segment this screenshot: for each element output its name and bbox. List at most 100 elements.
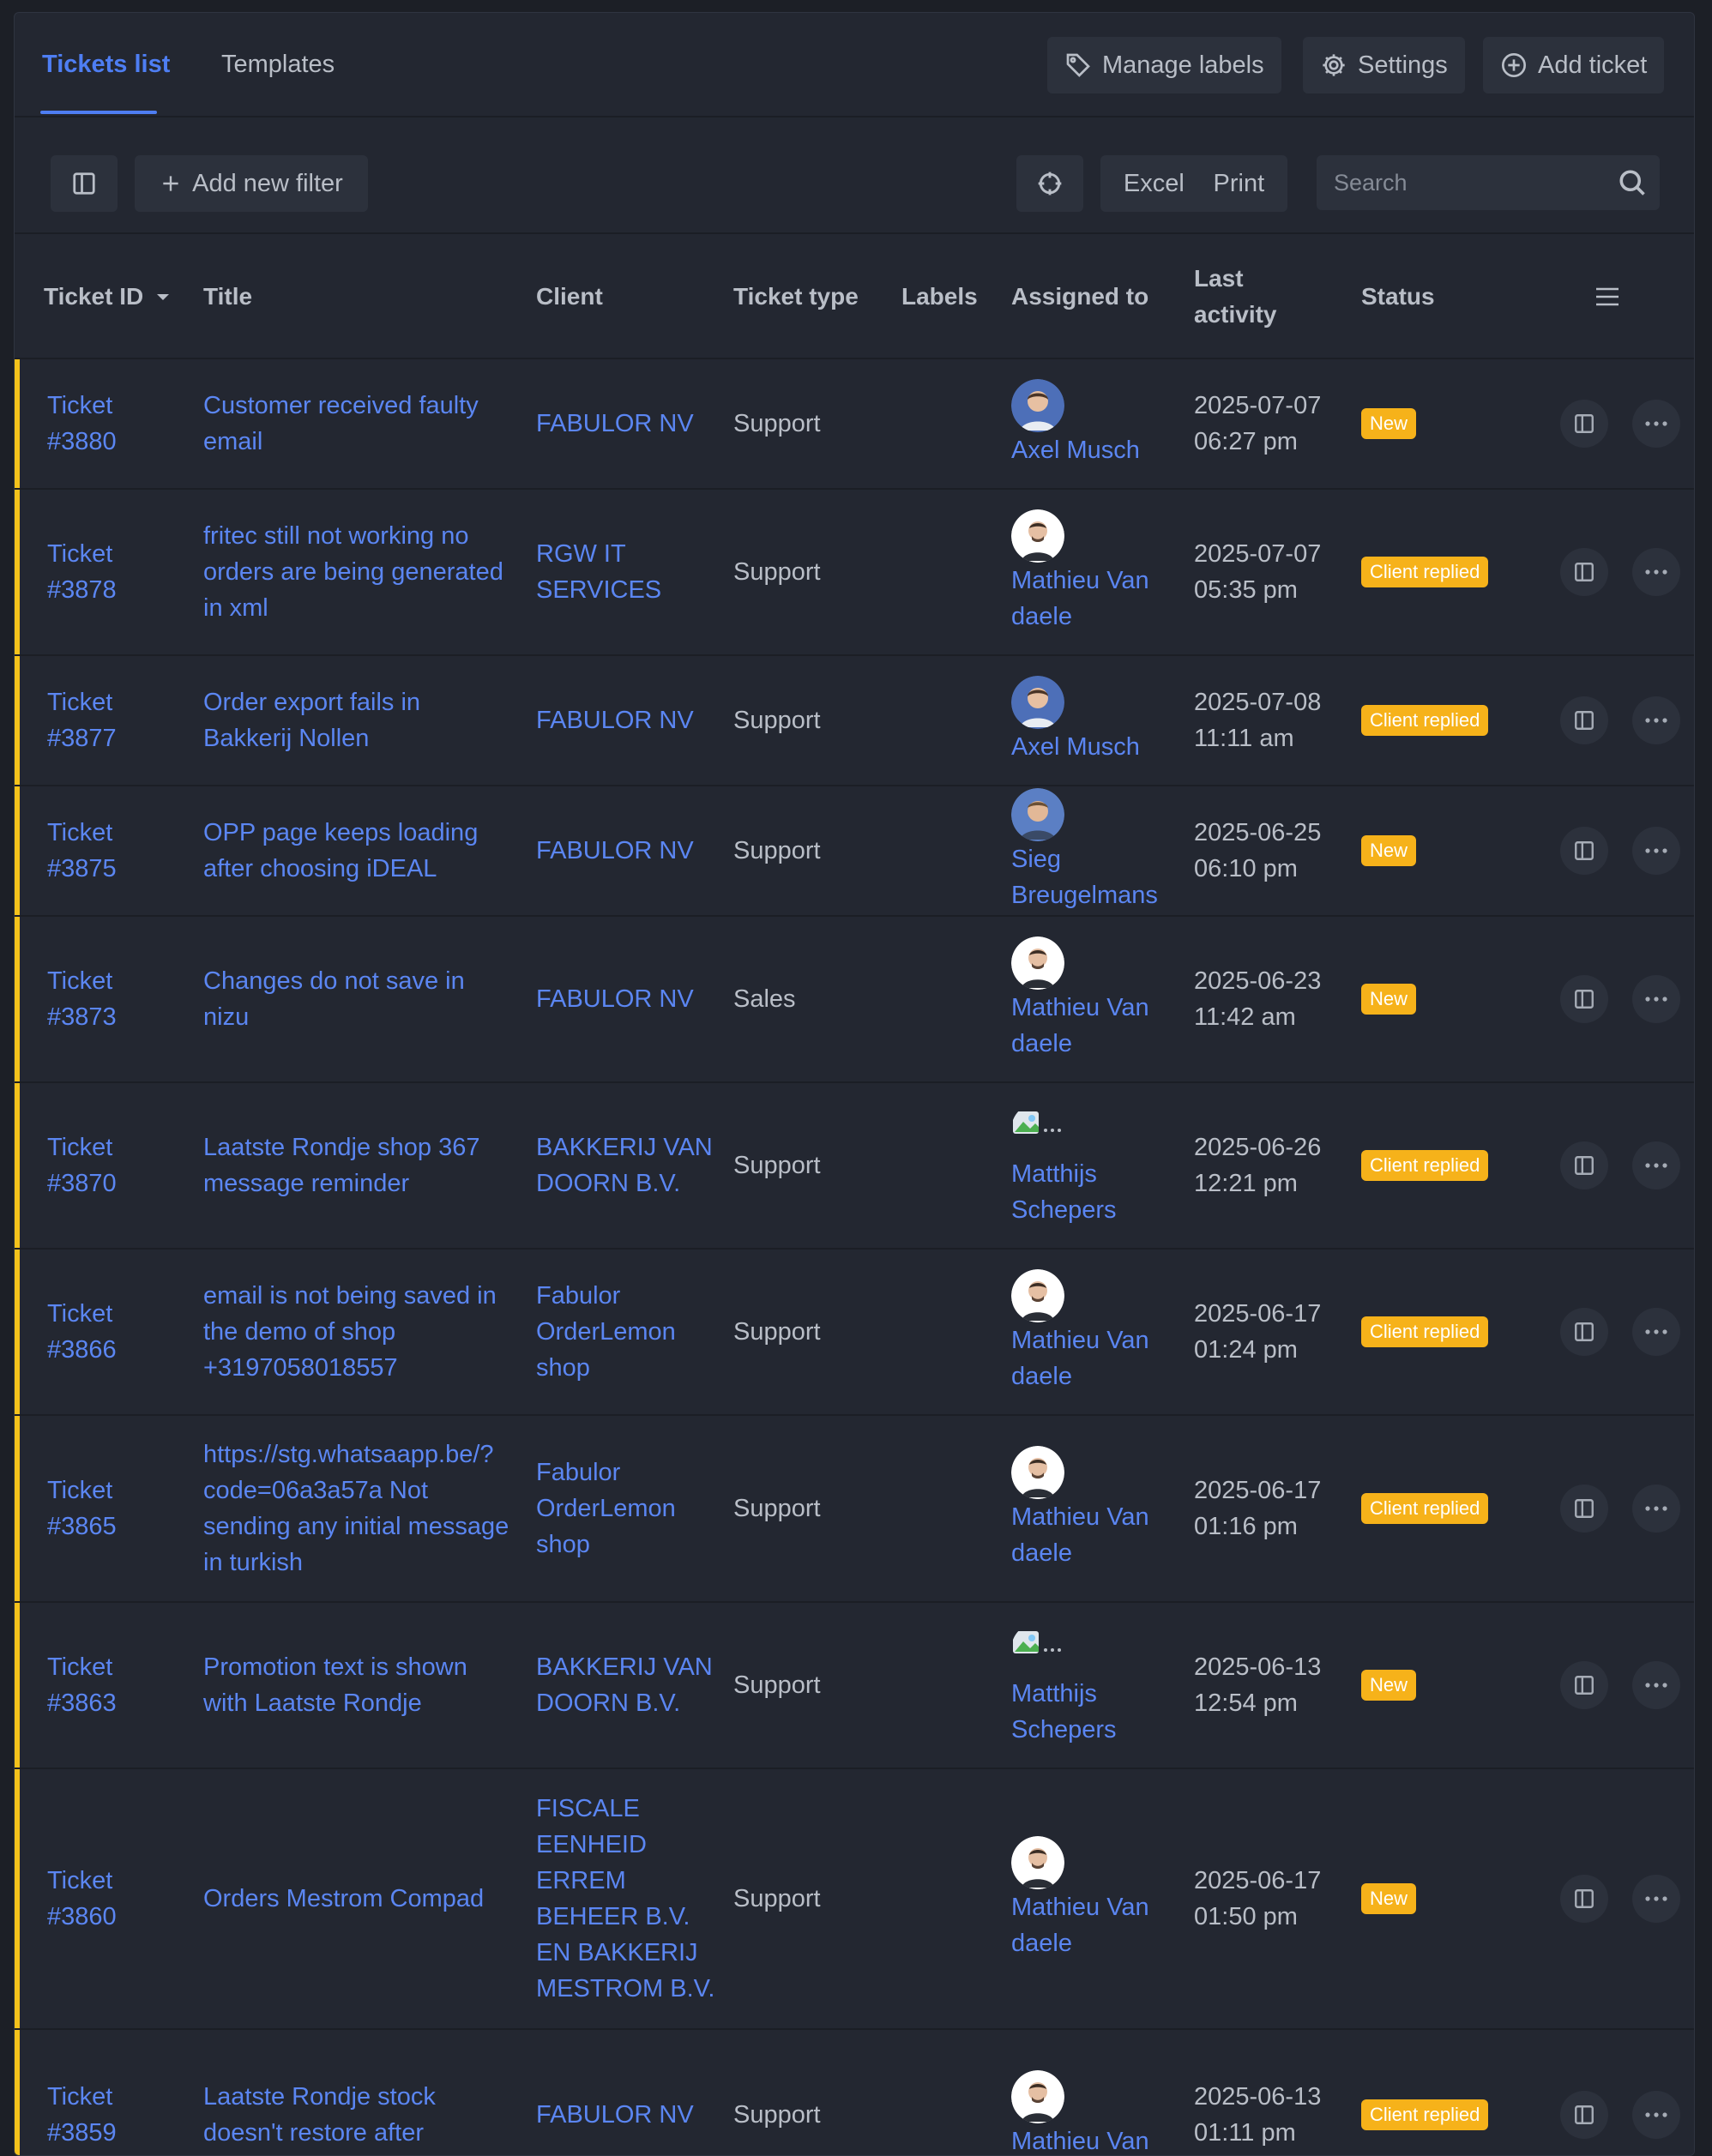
column-status[interactable]: Status xyxy=(1361,283,1435,310)
client-link[interactable]: FISCALE EENHEID ERREM BEHEER B.V. EN BAK… xyxy=(536,1769,716,2028)
ticket-id-link[interactable]: Ticket #3866 xyxy=(47,1250,184,1414)
ticket-id-link[interactable]: Ticket #3870 xyxy=(47,1083,184,1248)
ticket-id-link[interactable]: Ticket #3863 xyxy=(47,1603,184,1768)
open-panel-button[interactable] xyxy=(1560,548,1608,596)
assignee[interactable]: Mathieu Van daele xyxy=(1011,917,1183,1081)
assignee[interactable]: Mathieu Van daele xyxy=(1011,490,1183,654)
ticket-id-link[interactable]: Ticket #3865 xyxy=(47,1416,184,1601)
column-last-activity[interactable]: Last activity xyxy=(1194,265,1277,328)
column-title[interactable]: Title xyxy=(203,283,253,310)
assignee[interactable]: Matthijs Schepers xyxy=(1011,1603,1183,1768)
column-ticket-type[interactable]: Ticket type xyxy=(733,283,859,310)
ticket-title-link[interactable]: Changes do not save in nizu xyxy=(203,917,512,1081)
client-link[interactable]: FABULOR NV xyxy=(536,786,716,915)
table-row[interactable]: Ticket #3860 Orders Mestrom Compad FISCALE… xyxy=(15,1769,1694,2030)
open-panel-button[interactable] xyxy=(1560,1485,1608,1533)
client-link[interactable]: RGW IT SERVICES xyxy=(536,490,716,654)
assignee[interactable]: Mathieu Van daele xyxy=(1011,1416,1183,1601)
more-actions-button[interactable] xyxy=(1632,827,1680,875)
open-panel-button[interactable] xyxy=(1560,2091,1608,2139)
column-assigned-to[interactable]: Assigned to xyxy=(1011,283,1149,310)
assignee[interactable]: Sieg Breugelmans xyxy=(1011,786,1183,915)
column-ticket-id[interactable]: Ticket ID xyxy=(44,279,171,315)
tab-templates[interactable]: Templates xyxy=(221,51,335,78)
client-link[interactable]: FABULOR NV xyxy=(536,2030,716,2155)
ticket-title-link[interactable]: Promotion text is shown with Laatste Ron… xyxy=(203,1603,512,1768)
column-labels[interactable]: Labels xyxy=(901,283,978,310)
open-panel-button[interactable] xyxy=(1560,1875,1608,1923)
more-actions-button[interactable] xyxy=(1632,2091,1680,2139)
table-row[interactable]: Ticket #3873 Changes do not save in nizu F… xyxy=(15,917,1694,1083)
add-filter-button[interactable]: Add new filter xyxy=(135,155,368,212)
table-row[interactable]: Ticket #3863 Promotion text is shown with… xyxy=(15,1603,1694,1769)
excel-button[interactable]: Excel xyxy=(1123,169,1185,197)
open-panel-button[interactable] xyxy=(1560,975,1608,1023)
more-actions-button[interactable] xyxy=(1632,1485,1680,1533)
open-panel-button[interactable] xyxy=(1560,827,1608,875)
assignee[interactable]: Axel Musch xyxy=(1011,359,1183,488)
ticket-title-link[interactable]: email is not being saved in the demo of … xyxy=(203,1250,512,1414)
search-input[interactable] xyxy=(1317,155,1608,210)
more-actions-button[interactable] xyxy=(1632,548,1680,596)
more-actions-button[interactable] xyxy=(1632,1308,1680,1356)
tab-tickets-list[interactable]: Tickets list xyxy=(42,51,171,78)
table-row[interactable]: Ticket #3878 fritec still not working no … xyxy=(15,490,1694,656)
ticket-title-link[interactable]: Customer received faulty email xyxy=(203,359,512,488)
table-row[interactable]: Ticket #3865 https://stg.whatsaapp.be/?co… xyxy=(15,1416,1694,1603)
print-button[interactable]: Print xyxy=(1213,169,1265,197)
open-panel-button[interactable] xyxy=(1560,1661,1608,1709)
open-panel-button[interactable] xyxy=(1560,1308,1608,1356)
ticket-title-link[interactable]: OPP page keeps loading after choosing iD… xyxy=(203,786,512,915)
more-actions-button[interactable] xyxy=(1632,696,1680,744)
column-menu-icon[interactable] xyxy=(1594,286,1620,308)
crosshair-button[interactable] xyxy=(1016,155,1083,212)
assignee[interactable]: Mathieu Van daele xyxy=(1011,1250,1183,1414)
ticket-title-link[interactable]: https://stg.whatsaapp.be/?code=06a3a57a … xyxy=(203,1416,512,1601)
ticket-id-link[interactable]: Ticket #3875 xyxy=(47,786,184,915)
more-actions-button[interactable] xyxy=(1632,1661,1680,1709)
table-row[interactable]: Ticket #3870 Laatste Rondje shop 367 mess… xyxy=(15,1083,1694,1250)
manage-labels-button[interactable]: Manage labels xyxy=(1047,37,1281,93)
table-row[interactable]: Ticket #3880 Customer received faulty ema… xyxy=(15,359,1694,490)
settings-button[interactable]: Settings xyxy=(1303,37,1465,93)
column-client[interactable]: Client xyxy=(536,283,603,310)
ticket-id-link[interactable]: Ticket #3878 xyxy=(47,490,184,654)
ticket-title-link[interactable]: fritec still not working no orders are b… xyxy=(203,490,512,654)
table-row[interactable]: Ticket #3877 Order export fails in Bakker… xyxy=(15,656,1694,786)
ticket-title-link[interactable]: Orders Mestrom Compad xyxy=(203,1769,512,2028)
ticket-id-link[interactable]: Ticket #3873 xyxy=(47,917,184,1081)
table-row[interactable]: Ticket #3875 OPP page keeps loading after… xyxy=(15,786,1694,917)
client-link[interactable]: Fabulor OrderLemon shop xyxy=(536,1416,716,1601)
client-link[interactable]: FABULOR NV xyxy=(536,359,716,488)
client-link[interactable]: FABULOR NV xyxy=(536,917,716,1081)
ticket-id-link[interactable]: Ticket #3859 xyxy=(47,2030,184,2155)
more-actions-button[interactable] xyxy=(1632,975,1680,1023)
more-actions-button[interactable] xyxy=(1632,1141,1680,1189)
client-link[interactable]: Fabulor OrderLemon shop xyxy=(536,1250,716,1414)
ticket-id-link[interactable]: Ticket #3877 xyxy=(47,656,184,785)
toggle-sidebar-button[interactable] xyxy=(51,155,118,212)
ticket-title-link[interactable]: Laatste Rondje shop 367 message reminder xyxy=(203,1083,512,1248)
ticket-id-link[interactable]: Ticket #3880 xyxy=(47,359,184,488)
table-row[interactable]: Ticket #3866 email is not being saved in … xyxy=(15,1250,1694,1416)
assignee[interactable]: Matthijs Schepers xyxy=(1011,1083,1183,1248)
client-link[interactable]: BAKKERIJ VAN DOORN B.V. xyxy=(536,1603,716,1768)
ticket-id-link[interactable]: Ticket #3860 xyxy=(47,1769,184,2028)
more-actions-button[interactable] xyxy=(1632,1875,1680,1923)
more-actions-button[interactable] xyxy=(1632,400,1680,448)
search-icon[interactable] xyxy=(1617,167,1648,198)
client-link[interactable]: BAKKERIJ VAN DOORN B.V. xyxy=(536,1083,716,1248)
table-row[interactable]: Ticket #3859 Laatste Rondje stock doesn't… xyxy=(15,2030,1694,2155)
client-link[interactable]: FABULOR NV xyxy=(536,656,716,785)
open-panel-button[interactable] xyxy=(1560,1141,1608,1189)
ticket-title-link[interactable]: Order export fails in Bakkerij Nollen xyxy=(203,656,512,785)
add-ticket-button[interactable]: Add ticket xyxy=(1483,37,1665,93)
assignee-name: Mathieu Van daele xyxy=(1011,1327,1149,1390)
assignee[interactable]: Axel Musch xyxy=(1011,656,1183,785)
assignee[interactable]: Mathieu Van xyxy=(1011,2030,1183,2155)
status-badge: Client replied xyxy=(1361,1316,1489,1347)
assignee[interactable]: Mathieu Van daele xyxy=(1011,1769,1183,2028)
open-panel-button[interactable] xyxy=(1560,696,1608,744)
ticket-title-link[interactable]: Laatste Rondje stock doesn't restore aft… xyxy=(203,2030,512,2155)
open-panel-button[interactable] xyxy=(1560,400,1608,448)
